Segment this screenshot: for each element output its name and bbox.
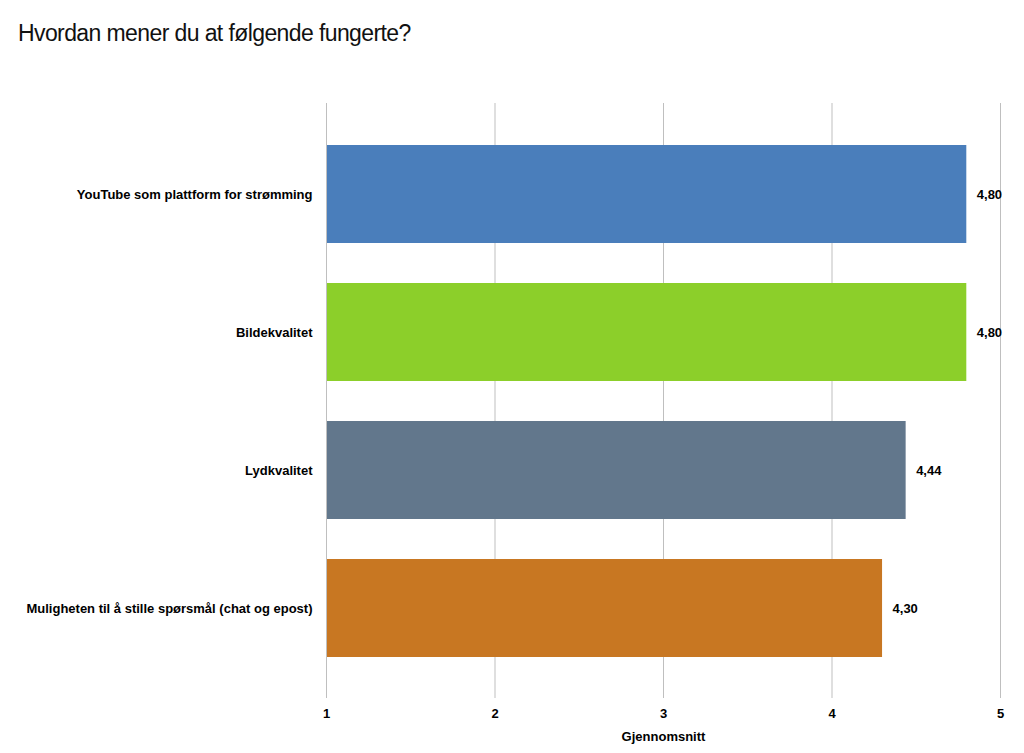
svg-text:4,80: 4,80 <box>977 325 1002 340</box>
svg-text:5: 5 <box>997 706 1004 721</box>
svg-text:3: 3 <box>660 706 667 721</box>
svg-text:4,80: 4,80 <box>977 187 1002 202</box>
svg-text:Muligheten til å stille spørsm: Muligheten til å stille spørsmål (chat o… <box>26 601 312 616</box>
svg-text:Lydkvalitet: Lydkvalitet <box>245 463 313 478</box>
svg-text:2: 2 <box>491 706 498 721</box>
svg-text:4,44: 4,44 <box>916 463 942 478</box>
html-text:Hvordan mener du at følgende f: Hvordan mener du at følgende fungerte? <box>18 20 411 46</box>
svg-text:Gjennomsnitt: Gjennomsnitt <box>622 729 706 744</box>
svg-text:Bildekvalitet: Bildekvalitet <box>236 325 313 340</box>
svg-text:YouTube som plattform for strø: YouTube som plattform for strømming <box>77 187 313 202</box>
svg-text:4,30: 4,30 <box>893 601 918 616</box>
svg-text:4: 4 <box>828 706 836 721</box>
svg-text:1: 1 <box>323 706 330 721</box>
